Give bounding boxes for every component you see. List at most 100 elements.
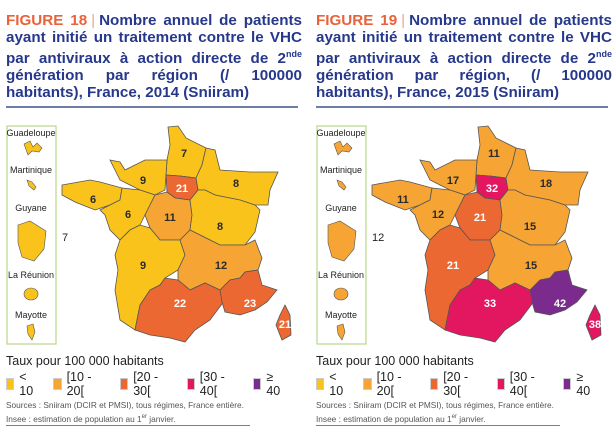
legend-item: < 10 (6, 370, 41, 398)
region-value-auvergne-rhone-alpes: 15 (525, 260, 537, 272)
divider (6, 106, 298, 108)
region-value-bretagne: 11 (397, 194, 409, 206)
dom-label: Guyane (15, 203, 47, 213)
region-value-ile-de-france: 21 (176, 183, 188, 195)
dom-inset-box (6, 125, 57, 345)
dom-label: Guadeloupe (316, 128, 365, 138)
legend-swatch (253, 378, 262, 390)
region-value-corse: 21 (279, 319, 291, 331)
dom-label: Martinique (10, 165, 52, 175)
region-value-pays-de-la-loire: 12 (432, 209, 444, 221)
dom-inset-box (316, 125, 367, 345)
legend-swatch (429, 378, 439, 390)
region-value-occitanie: 33 (484, 298, 496, 310)
region-value-provence-alpes-cote-dazur: 42 (554, 298, 566, 310)
figure-number: FIGURE 18 (6, 12, 88, 29)
region-value-bretagne: 6 (90, 194, 96, 206)
dom-label: Mayotte (15, 310, 47, 320)
region-value-normandie: 9 (140, 175, 146, 187)
region-corse (585, 304, 602, 341)
mayotte-shape (336, 323, 346, 341)
legend: < 10 [10 - 20[ [20 - 30[ [30 - 40[ ≥ 40 (316, 370, 610, 398)
legend-item: [30 - 40[ (186, 370, 242, 398)
sources-text: Sources : Sniiram (DCIR et PMSI), tous r… (6, 400, 244, 424)
region-value-auvergne-rhone-alpes: 12 (215, 260, 227, 272)
guyane-shape (17, 220, 47, 262)
legend-title: Taux pour 100 000 habitants (6, 354, 164, 368)
dom-value: 7 (62, 232, 68, 244)
legend-item: [30 - 40[ (496, 370, 552, 398)
figure-panel-2: FIGURE 19 | Nombre annuel de patients ayan… (310, 0, 612, 439)
legend-swatch (363, 378, 372, 390)
title-text-2: génération par région, (/ 100000 habitan… (316, 67, 612, 102)
region-provence-alpes-cote-dazur (219, 269, 278, 316)
bottom-divider (316, 425, 560, 426)
divider (316, 106, 608, 108)
figure-panel-1: FIGURE 18 | Nombre annuel de patients ayan… (0, 0, 302, 439)
region-value-corse: 38 (589, 319, 601, 331)
region-map: Guadeloupe Martinique Guyane La Réunion Mayo… (6, 125, 292, 345)
legend-swatch (316, 378, 325, 390)
guadeloupe-shape (23, 140, 43, 156)
sources-end: janvier. (456, 413, 486, 424)
sources-note: Sources : Sniiram (DCIR et PMSI), tous r… (316, 399, 566, 425)
region-map: Guadeloupe Martinique Guyane La Réunion Mayo… (316, 125, 602, 345)
martinique-shape (336, 179, 347, 191)
separator: | (91, 12, 96, 29)
sources-note: Sources : Sniiram (DCIR et PMSI), tous r… (6, 399, 256, 425)
legend-item: [10 - 20[ (363, 370, 418, 398)
sources-text: Sources : Sniiram (DCIR et PMSI), tous r… (316, 400, 554, 424)
region-value-centre-val-de-loire: 21 (474, 212, 486, 224)
region-normandie (109, 159, 168, 196)
region-value-grand-est: 18 (540, 178, 552, 190)
region-value-hauts-de-france: 11 (488, 148, 500, 160)
region-corse (275, 304, 292, 341)
region-value-nouvelle-aquitaine: 9 (140, 260, 146, 272)
region-value-centre-val-de-loire: 11 (164, 212, 176, 224)
legend-swatch (186, 378, 195, 390)
bottom-divider (6, 425, 250, 426)
legend-label: [30 - 40[ (509, 370, 535, 398)
region-value-hauts-de-france: 7 (181, 148, 187, 160)
sources-sup: er (451, 414, 457, 420)
region-provence-alpes-cote-dazur (529, 269, 588, 316)
dom-label: La Réunion (318, 270, 364, 280)
legend-label: [30 - 40[ (199, 370, 225, 398)
legend-label: < 10 (329, 370, 344, 398)
dom-value: 12 (372, 232, 384, 244)
legend-item: [20 - 30[ (119, 370, 175, 398)
martinique-shape (26, 179, 37, 191)
region-value-bourgogne-franche-comte: 8 (217, 221, 223, 233)
title-sup: nde (595, 49, 612, 59)
dom-label: Guyane (325, 203, 357, 213)
figure-title: FIGURE 19 | Nombre annuel de patients ayan… (316, 12, 612, 101)
region-value-bourgogne-franche-comte: 15 (524, 221, 536, 233)
legend-swatch (119, 378, 129, 390)
legend-label: < 10 (19, 370, 34, 398)
legend-label: ≥ 40 (576, 370, 591, 398)
legend-item: [20 - 30[ (429, 370, 485, 398)
figure-title: FIGURE 18 | Nombre annuel de patients ayan… (6, 12, 302, 101)
dom-label: Martinique (320, 165, 362, 175)
legend-item: [10 - 20[ (53, 370, 108, 398)
legend-item: ≥ 40 (253, 370, 288, 398)
region-value-occitanie: 22 (174, 298, 186, 310)
region-value-pays-de-la-loire: 6 (125, 209, 131, 221)
title-text-2: génération par région (/ 100000 habitant… (6, 67, 302, 102)
dom-label: La Réunion (8, 270, 54, 280)
guyane-shape (327, 220, 357, 262)
figure-number: FIGURE 19 (316, 12, 398, 29)
reunion-shape (333, 287, 349, 301)
separator: | (401, 12, 406, 29)
region-value-nouvelle-aquitaine: 21 (447, 260, 459, 272)
legend: < 10 [10 - 20[ [20 - 30[ [30 - 40[ ≥ 40 (6, 370, 300, 398)
legend-title: Taux pour 100 000 habitants (316, 354, 474, 368)
reunion-shape (23, 287, 39, 301)
legend-swatch (563, 378, 572, 390)
region-value-ile-de-france: 32 (486, 183, 498, 195)
sources-end: janvier. (146, 413, 176, 424)
title-text: Nombre annuel de patients ayant initié u… (6, 12, 302, 68)
legend-item: ≥ 40 (563, 370, 598, 398)
region-value-provence-alpes-cote-dazur: 23 (244, 298, 256, 310)
legend-swatch (496, 378, 505, 390)
